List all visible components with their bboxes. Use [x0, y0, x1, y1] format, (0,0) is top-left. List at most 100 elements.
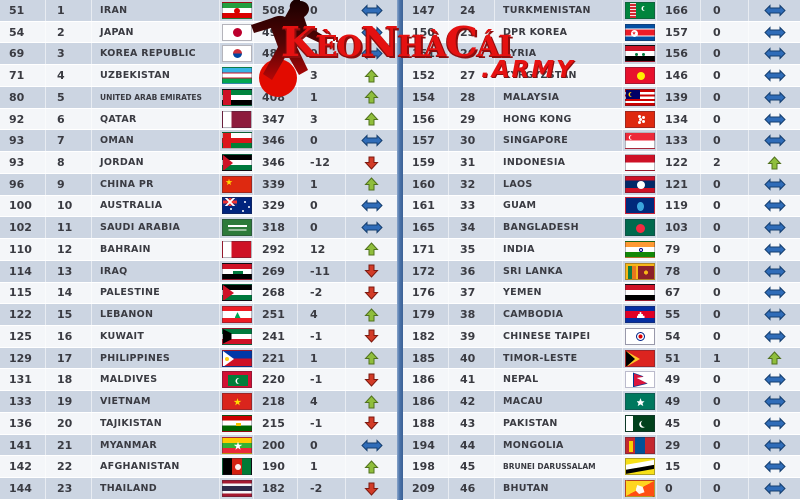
ranking-table-left: 51 1 IRAN 508 0 54 2 JAPAN 493 0 69 3 KOREA REPUBLIC… [0, 0, 397, 500]
world-rank: 161 [403, 195, 449, 217]
table-row: 69 3 KOREA REPUBLIC 487 0 [0, 43, 397, 66]
flag-cell [623, 130, 657, 152]
points-value: 103 [657, 217, 701, 239]
left-right-arrow-icon [749, 130, 800, 151]
country-name: TAJIKISTAN [92, 412, 220, 434]
rank-change-value: 1 [298, 86, 346, 108]
confederation-rank: 38 [449, 304, 495, 326]
world-rank: 179 [403, 304, 449, 326]
country-name: PHILIPPINES [92, 347, 220, 369]
left-right-arrow-icon [749, 22, 800, 43]
country-name: JAPAN [92, 21, 220, 43]
confederation-rank: 21 [46, 434, 92, 456]
points-value: 157 [657, 21, 701, 43]
points-value: 67 [657, 282, 701, 304]
world-rank: 71 [0, 65, 46, 86]
table-row: 154 28 MALAYSIA 139 0 [403, 86, 800, 109]
world-rank: 51 [0, 0, 46, 21]
points-value: 221 [254, 347, 298, 369]
country-name: MYANMAR [92, 434, 220, 456]
rank-change-value: 0 [298, 21, 346, 43]
chinesetaipei-flag-icon [624, 327, 655, 345]
confederation-rank: 16 [46, 326, 92, 347]
confederation-rank: 46 [449, 478, 495, 499]
rank-change-value: 4 [298, 304, 346, 326]
flag-cell [220, 456, 254, 478]
tajikistan-flag-icon [221, 414, 252, 432]
confederation-rank: 4 [46, 65, 92, 86]
world-rank: 147 [403, 0, 449, 21]
yemen-flag-icon [624, 284, 655, 302]
bangladesh-flag-icon [624, 219, 655, 237]
rank-change-value: -1 [298, 326, 346, 347]
rank-change-value: 0 [701, 434, 749, 456]
country-name: CHINA PR [92, 173, 220, 195]
confederation-rank: 31 [449, 152, 495, 173]
thailand-flag-icon [221, 480, 252, 498]
rank-change-value: 1 [701, 347, 749, 369]
confederation-rank: 44 [449, 434, 495, 456]
left-right-arrow-icon [749, 435, 800, 456]
japan-flag-icon [221, 23, 252, 41]
points-value: 79 [657, 239, 701, 260]
confederation-rank: 42 [449, 391, 495, 412]
confederation-rank: 26 [449, 43, 495, 65]
points-value: 134 [657, 108, 701, 130]
guam-flag-icon [624, 197, 655, 215]
points-value: 339 [254, 173, 298, 195]
left-right-arrow-icon [749, 43, 800, 64]
rank-change-value: 0 [701, 0, 749, 21]
flag-cell [220, 260, 254, 282]
dprkorea-flag-icon [624, 23, 655, 41]
country-name: SINGAPORE [495, 130, 623, 152]
country-name: SRI LANKA [495, 260, 623, 282]
points-value: 0 [657, 478, 701, 499]
points-value: 54 [657, 326, 701, 347]
world-rank: 165 [403, 217, 449, 239]
world-rank: 69 [0, 43, 46, 65]
table-row: 151 26 SYRIA 156 0 [403, 43, 800, 66]
country-name: BANGLADESH [495, 217, 623, 239]
left-right-arrow-icon [749, 0, 800, 21]
world-rank: 209 [403, 478, 449, 499]
rank-change-value: 0 [701, 217, 749, 239]
table-row: 114 13 IRAQ 269 -11 [0, 260, 397, 283]
up-arrow-icon [346, 87, 397, 108]
rank-change-value: 0 [701, 239, 749, 260]
points-value: 346 [254, 152, 298, 173]
table-row: 80 5 UNITED ARAB EMIRATES 408 1 [0, 86, 397, 109]
up-arrow-icon [346, 348, 397, 369]
down-arrow-icon [346, 152, 397, 173]
flag-cell [623, 43, 657, 65]
confederation-rank: 11 [46, 217, 92, 239]
flag-cell [623, 195, 657, 217]
confederation-rank: 14 [46, 282, 92, 304]
country-name: KYRGYZSTAN [495, 65, 623, 86]
country-name: MALDIVES [92, 369, 220, 391]
down-arrow-icon [346, 413, 397, 434]
flag-cell [623, 391, 657, 412]
world-rank: 188 [403, 412, 449, 434]
flag-cell [623, 152, 657, 173]
india-flag-icon [624, 240, 655, 258]
rank-change-value: 0 [298, 43, 346, 65]
world-rank: 102 [0, 217, 46, 239]
country-name: UZBEKISTAN [92, 65, 220, 86]
oman-flag-icon [221, 132, 252, 150]
turkmenistan-flag-icon [624, 1, 655, 19]
points-value: 55 [657, 304, 701, 326]
world-rank: 160 [403, 173, 449, 195]
flag-cell [623, 347, 657, 369]
country-name: PAKISTAN [495, 412, 623, 434]
table-row: 136 20 TAJIKISTAN 215 -1 [0, 412, 397, 435]
qatar-flag-icon [221, 110, 252, 128]
rank-change-value: 0 [701, 21, 749, 43]
world-rank: 96 [0, 173, 46, 195]
world-rank: 151 [403, 43, 449, 65]
rank-change-value: 2 [701, 152, 749, 173]
table-divider [397, 0, 403, 500]
rank-change-value: 0 [701, 130, 749, 152]
syria-flag-icon [624, 45, 655, 63]
world-rank: 133 [0, 391, 46, 412]
left-right-arrow-icon [749, 456, 800, 477]
